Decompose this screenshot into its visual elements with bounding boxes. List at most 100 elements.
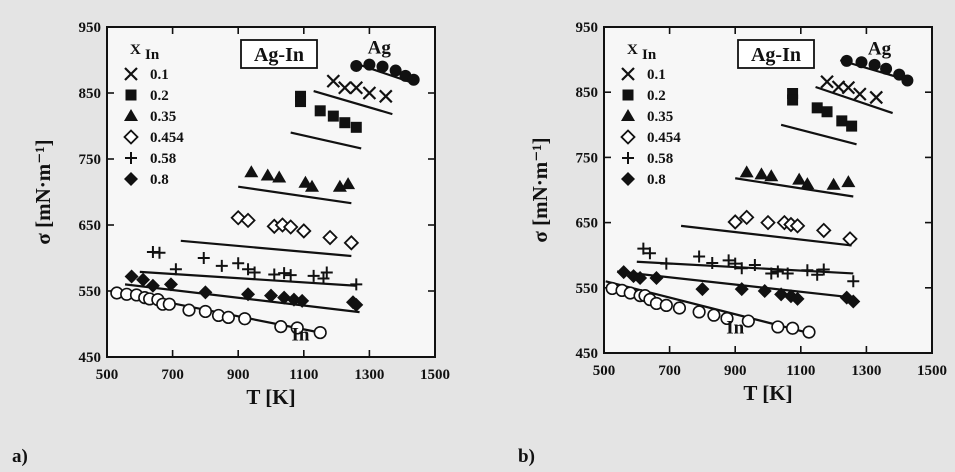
x-tick-label: 1500 [917, 363, 947, 379]
data-point [314, 105, 326, 117]
data-point [765, 267, 778, 280]
y-tick-label: 450 [79, 350, 102, 366]
data-point [363, 58, 376, 71]
data-point [350, 121, 362, 133]
data-point [240, 212, 256, 229]
data-point [836, 115, 848, 127]
x-tick-label: 1100 [289, 367, 318, 383]
data-point [707, 308, 721, 322]
x-tick-label: 700 [658, 363, 681, 379]
series-annotation: Ag [868, 38, 892, 59]
x-tick-label: 1100 [786, 363, 815, 379]
data-point [672, 301, 687, 315]
system-label-box [737, 39, 815, 69]
data-point [847, 275, 860, 288]
data-point [633, 271, 648, 286]
data-point [841, 80, 856, 95]
data-point [706, 257, 719, 270]
data-point [284, 269, 297, 282]
data-point [637, 242, 650, 255]
data-point [182, 303, 196, 317]
data-point [389, 64, 402, 77]
series-fit-line [780, 123, 857, 146]
data-point [295, 96, 307, 108]
data-point [197, 252, 210, 264]
legend-marker [125, 152, 137, 164]
data-point [198, 304, 212, 319]
y-tick-label: 850 [576, 85, 599, 101]
data-point [787, 88, 799, 100]
data-point [853, 87, 867, 101]
data-point [695, 282, 710, 297]
legend-marker [123, 129, 139, 145]
y-tick-label: 750 [79, 152, 102, 168]
series-fit-line [290, 131, 362, 150]
data-point [274, 320, 288, 334]
data-point [748, 258, 761, 271]
x-tick-label: 1500 [420, 367, 450, 383]
data-point [145, 278, 160, 293]
legend-marker [124, 67, 138, 81]
legend-marker [621, 109, 635, 121]
legend-marker [622, 152, 634, 164]
data-point [232, 257, 245, 270]
data-point [734, 282, 749, 297]
data-point [649, 271, 664, 286]
data-point [282, 219, 299, 235]
data-point [729, 257, 742, 270]
data-point [792, 172, 807, 185]
data-point [244, 165, 259, 178]
system-label: Ag-In [751, 44, 801, 66]
legend-marker [620, 129, 636, 145]
data-point [846, 294, 861, 309]
data-point [738, 209, 755, 226]
data-point [305, 179, 319, 192]
data-point [268, 268, 281, 281]
data-point [787, 94, 799, 106]
series-fit-line [124, 283, 360, 314]
data-point [242, 263, 255, 276]
data-point [774, 287, 789, 302]
data-point [162, 297, 176, 311]
data-point [248, 266, 261, 279]
data-point [295, 293, 310, 308]
legend-marker [621, 172, 635, 186]
legend-entry: 0.8 [647, 172, 666, 188]
data-point [153, 246, 166, 259]
data-point [343, 235, 360, 251]
series-annotation: Ag [368, 37, 392, 58]
data-point [349, 80, 364, 95]
data-point [722, 254, 735, 267]
data-point [264, 288, 278, 303]
series-fit-line [680, 224, 852, 247]
data-point [802, 325, 816, 339]
data-point [272, 170, 287, 183]
data-point [764, 169, 779, 182]
legend-entry: 0.2 [150, 88, 169, 104]
data-point [855, 56, 868, 69]
legend-title-subscript: In [642, 47, 657, 63]
data-point [771, 265, 784, 278]
data-point [771, 320, 785, 334]
data-point [296, 223, 312, 239]
data-point [322, 229, 338, 246]
data-point [800, 177, 815, 190]
series-fit-line [238, 185, 352, 205]
y-axis-label: σ [mN·m⁻¹] [528, 137, 552, 242]
legend-title: X [627, 42, 638, 58]
series-fit-line [180, 239, 352, 258]
legend-entry: 0.35 [647, 109, 673, 125]
y-tick-label: 550 [79, 284, 102, 300]
legend-entry: 0.35 [150, 109, 176, 125]
data-point [376, 60, 389, 73]
series-fit-line [313, 89, 393, 116]
y-axis-label: σ [mN·m⁻¹] [31, 139, 55, 244]
data-point [901, 74, 914, 87]
y-tick-label: 650 [576, 216, 599, 232]
data-point [350, 59, 363, 72]
data-point [841, 175, 856, 188]
series-annotation: In [292, 325, 310, 346]
data-point [785, 321, 800, 335]
legend-marker [124, 172, 138, 186]
